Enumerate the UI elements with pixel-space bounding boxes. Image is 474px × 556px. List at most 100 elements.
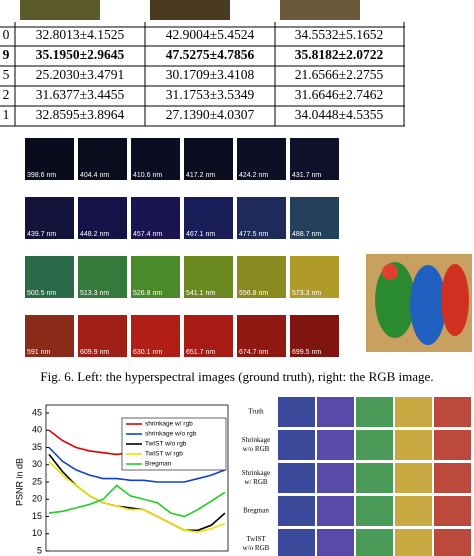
result-image bbox=[395, 430, 432, 460]
table-cell: 21.6566±2.2755 bbox=[295, 67, 384, 82]
spectral-image bbox=[78, 256, 127, 298]
result-image bbox=[395, 529, 432, 556]
method-label: w/o RGB bbox=[243, 445, 270, 453]
figure-caption: Fig. 6. Left: the hyperspectral images (… bbox=[40, 369, 433, 384]
result-image bbox=[356, 496, 393, 526]
spectral-image bbox=[290, 256, 339, 298]
thumbnail bbox=[280, 0, 360, 20]
spectral-image bbox=[184, 315, 233, 357]
legend-label: shrinkage w/o rgb bbox=[145, 431, 197, 438]
y-tick-label: 40 bbox=[32, 425, 42, 435]
method-label: Shrinkage bbox=[242, 469, 270, 477]
y-axis-label: PSNR in dB bbox=[14, 458, 24, 506]
method-label: w/ RGB bbox=[244, 478, 267, 486]
method-label: Bregman bbox=[243, 507, 269, 515]
result-image bbox=[278, 430, 315, 460]
method-label: Truth bbox=[248, 408, 264, 416]
spectral-image bbox=[237, 138, 286, 180]
wavelength-label: 500.5 nm bbox=[27, 290, 56, 297]
wavelength-label: 448.2 nm bbox=[80, 231, 109, 238]
table-cell: 31.1753±3.5349 bbox=[166, 87, 255, 102]
table-cell: 1 bbox=[3, 107, 10, 122]
plot-frame bbox=[45, 404, 229, 552]
y-tick-label: 25 bbox=[32, 476, 42, 486]
result-image bbox=[395, 496, 432, 526]
spectral-image bbox=[25, 197, 74, 239]
table-cell: 32.8013±4.1525 bbox=[36, 27, 125, 42]
table-cell: 35.8182±2.0722 bbox=[295, 47, 384, 62]
result-image bbox=[278, 529, 315, 556]
spectral-image bbox=[237, 256, 286, 298]
table-cell: 5 bbox=[3, 67, 10, 82]
table-cell: 32.8595±3.8964 bbox=[36, 107, 125, 122]
wavelength-label: 699.5 nm bbox=[292, 349, 321, 356]
result-image bbox=[317, 430, 354, 460]
spectral-image bbox=[184, 197, 233, 239]
series-line bbox=[48, 484, 226, 518]
result-image bbox=[434, 397, 471, 427]
spectral-image bbox=[78, 315, 127, 357]
wavelength-label: 651.7 nm bbox=[186, 349, 215, 356]
spectral-image bbox=[237, 315, 286, 357]
result-image bbox=[434, 529, 471, 556]
spectral-image bbox=[131, 197, 180, 239]
wavelength-label: 467.1 nm bbox=[186, 231, 215, 238]
y-tick-label: 30 bbox=[32, 459, 42, 469]
legend-label: TwIST w/o rgb bbox=[145, 441, 187, 448]
wavelength-label: 526.8 nm bbox=[133, 290, 162, 297]
result-image bbox=[278, 397, 315, 427]
table-cell: 35.1950±2.9645 bbox=[36, 47, 125, 62]
method-label: TwIST bbox=[246, 535, 266, 543]
result-image bbox=[317, 397, 354, 427]
spectral-image bbox=[131, 256, 180, 298]
spectral-image bbox=[184, 256, 233, 298]
spectral-image bbox=[25, 256, 74, 298]
legend-label: TwIST w/ rgb bbox=[145, 451, 183, 458]
spectral-image bbox=[131, 138, 180, 180]
series-line bbox=[48, 460, 226, 533]
series-line bbox=[48, 446, 226, 483]
result-image bbox=[317, 496, 354, 526]
table-rules bbox=[0, 22, 405, 127]
wavelength-label: 457.4 nm bbox=[133, 231, 162, 238]
wavelength-label: 410.6 nm bbox=[133, 172, 162, 179]
wavelength-label: 439.7 nm bbox=[27, 231, 56, 238]
y-tick-label: 35 bbox=[32, 442, 42, 452]
wavelength-label: 477.5 nm bbox=[239, 231, 268, 238]
wavelength-label: 630.1 nm bbox=[133, 349, 162, 356]
table-cell: 42.9004±5.4524 bbox=[166, 27, 255, 42]
table-cell: 9 bbox=[3, 47, 10, 62]
result-image bbox=[395, 463, 432, 493]
result-image bbox=[278, 496, 315, 526]
wavelength-label: 513.3 nm bbox=[80, 290, 109, 297]
wavelength-label: 591 nm bbox=[27, 349, 51, 356]
table-cell: 0 bbox=[3, 27, 10, 42]
wavelength-label: 404.4 nm bbox=[80, 172, 109, 179]
table-cell: 34.5532±5.1652 bbox=[295, 27, 383, 42]
legend-label: shrinkage w/ rgb bbox=[145, 421, 193, 428]
wavelength-label: 431.7 nm bbox=[292, 172, 321, 179]
thumbnail bbox=[20, 0, 100, 20]
result-image bbox=[434, 430, 471, 460]
spectral-image bbox=[78, 197, 127, 239]
y-tick-label: 15 bbox=[32, 511, 42, 521]
wavelength-label: 541.1 nm bbox=[186, 290, 215, 297]
result-image bbox=[356, 529, 393, 556]
result-image bbox=[356, 430, 393, 460]
wavelength-label: 398.6 nm bbox=[27, 172, 56, 179]
y-tick-label: 45 bbox=[32, 407, 42, 417]
spectral-image bbox=[131, 315, 180, 357]
parrot-image bbox=[366, 254, 472, 352]
spectral-image bbox=[237, 197, 286, 239]
wavelength-label: 609.9 nm bbox=[80, 349, 109, 356]
spectral-image bbox=[25, 138, 74, 180]
table-cell: 47.5275±4.7856 bbox=[166, 47, 255, 62]
legend-label: Bregman bbox=[145, 461, 172, 468]
method-label: w/o RGB bbox=[243, 544, 270, 552]
spectral-image bbox=[290, 315, 339, 357]
table-cell: 34.0448±4.5355 bbox=[295, 107, 384, 122]
y-tick-label: 10 bbox=[32, 528, 42, 538]
result-image bbox=[317, 463, 354, 493]
